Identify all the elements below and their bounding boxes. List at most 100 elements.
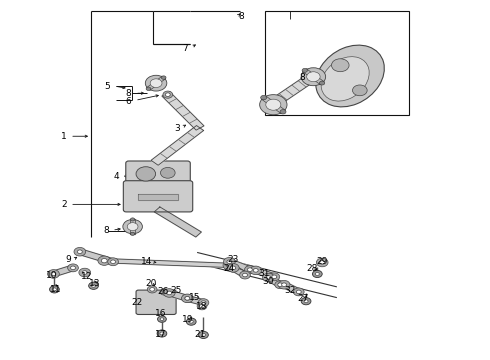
Circle shape <box>150 288 155 291</box>
Circle shape <box>162 291 166 293</box>
Circle shape <box>123 220 143 234</box>
Circle shape <box>263 273 274 282</box>
Text: 12: 12 <box>80 271 92 280</box>
Polygon shape <box>303 69 316 78</box>
Circle shape <box>108 258 119 266</box>
Circle shape <box>49 286 59 293</box>
Text: 2: 2 <box>61 200 67 209</box>
Circle shape <box>130 218 135 221</box>
Polygon shape <box>78 249 115 264</box>
Ellipse shape <box>321 57 369 101</box>
Circle shape <box>198 331 208 338</box>
Circle shape <box>240 271 250 279</box>
Circle shape <box>320 261 325 264</box>
Circle shape <box>245 266 255 274</box>
Polygon shape <box>162 92 204 130</box>
Polygon shape <box>282 282 301 294</box>
Ellipse shape <box>316 45 384 107</box>
Text: 19: 19 <box>182 315 193 324</box>
Circle shape <box>198 299 209 307</box>
Circle shape <box>223 261 236 270</box>
Circle shape <box>186 318 196 325</box>
Circle shape <box>260 95 287 115</box>
Text: 27: 27 <box>297 294 308 303</box>
Circle shape <box>51 272 56 276</box>
Circle shape <box>266 99 281 110</box>
Text: 8: 8 <box>103 226 109 235</box>
Text: 20: 20 <box>146 279 157 288</box>
Text: 24: 24 <box>224 265 235 274</box>
Circle shape <box>160 167 175 178</box>
Circle shape <box>89 282 98 289</box>
FancyBboxPatch shape <box>136 290 176 315</box>
Circle shape <box>182 294 193 302</box>
Polygon shape <box>154 76 166 85</box>
Text: 31: 31 <box>258 269 270 278</box>
Polygon shape <box>186 296 205 305</box>
Text: 8: 8 <box>300 73 306 82</box>
Circle shape <box>247 268 252 271</box>
Circle shape <box>317 258 328 267</box>
Circle shape <box>227 264 239 272</box>
Circle shape <box>181 294 193 303</box>
Circle shape <box>250 266 262 275</box>
Circle shape <box>278 280 290 289</box>
Polygon shape <box>271 103 285 113</box>
Text: 23: 23 <box>227 255 239 264</box>
Circle shape <box>92 284 96 287</box>
Circle shape <box>319 81 325 85</box>
Circle shape <box>301 298 311 305</box>
Circle shape <box>227 260 232 264</box>
Text: 16: 16 <box>155 309 167 318</box>
Text: 9: 9 <box>65 255 71 264</box>
Text: 3: 3 <box>175 124 180 133</box>
Polygon shape <box>312 75 324 85</box>
FancyBboxPatch shape <box>123 181 193 212</box>
Circle shape <box>280 109 286 114</box>
Polygon shape <box>273 76 313 104</box>
Circle shape <box>146 87 151 90</box>
Circle shape <box>189 320 193 323</box>
Circle shape <box>185 297 190 300</box>
Circle shape <box>74 247 86 256</box>
Text: 7: 7 <box>182 44 188 53</box>
Circle shape <box>223 257 235 266</box>
Circle shape <box>68 264 78 272</box>
Text: 30: 30 <box>263 276 274 285</box>
Circle shape <box>82 271 87 274</box>
Text: 8: 8 <box>238 12 244 21</box>
Circle shape <box>302 68 307 72</box>
Circle shape <box>272 275 277 279</box>
Circle shape <box>253 269 258 272</box>
Polygon shape <box>130 226 135 234</box>
Circle shape <box>352 85 367 96</box>
Circle shape <box>127 223 138 230</box>
Text: 13: 13 <box>89 279 100 288</box>
Text: 18: 18 <box>196 302 208 311</box>
Polygon shape <box>254 268 276 279</box>
Text: 22: 22 <box>131 298 142 307</box>
Circle shape <box>201 333 205 336</box>
Circle shape <box>269 273 280 281</box>
Circle shape <box>278 283 283 287</box>
Circle shape <box>146 75 167 91</box>
Circle shape <box>161 76 166 79</box>
Circle shape <box>79 268 91 277</box>
Circle shape <box>296 290 301 294</box>
Text: 14: 14 <box>141 257 152 266</box>
Circle shape <box>98 256 111 265</box>
Polygon shape <box>227 259 252 272</box>
Circle shape <box>163 91 172 98</box>
Polygon shape <box>262 96 275 106</box>
Text: 29: 29 <box>317 257 328 266</box>
Text: 21: 21 <box>195 330 206 339</box>
Text: 15: 15 <box>190 293 201 302</box>
Circle shape <box>294 288 304 296</box>
Circle shape <box>266 276 271 279</box>
FancyBboxPatch shape <box>126 161 190 187</box>
Circle shape <box>199 305 204 308</box>
Polygon shape <box>104 258 229 267</box>
Circle shape <box>111 260 116 264</box>
Circle shape <box>226 263 232 267</box>
Text: 10: 10 <box>46 271 58 280</box>
